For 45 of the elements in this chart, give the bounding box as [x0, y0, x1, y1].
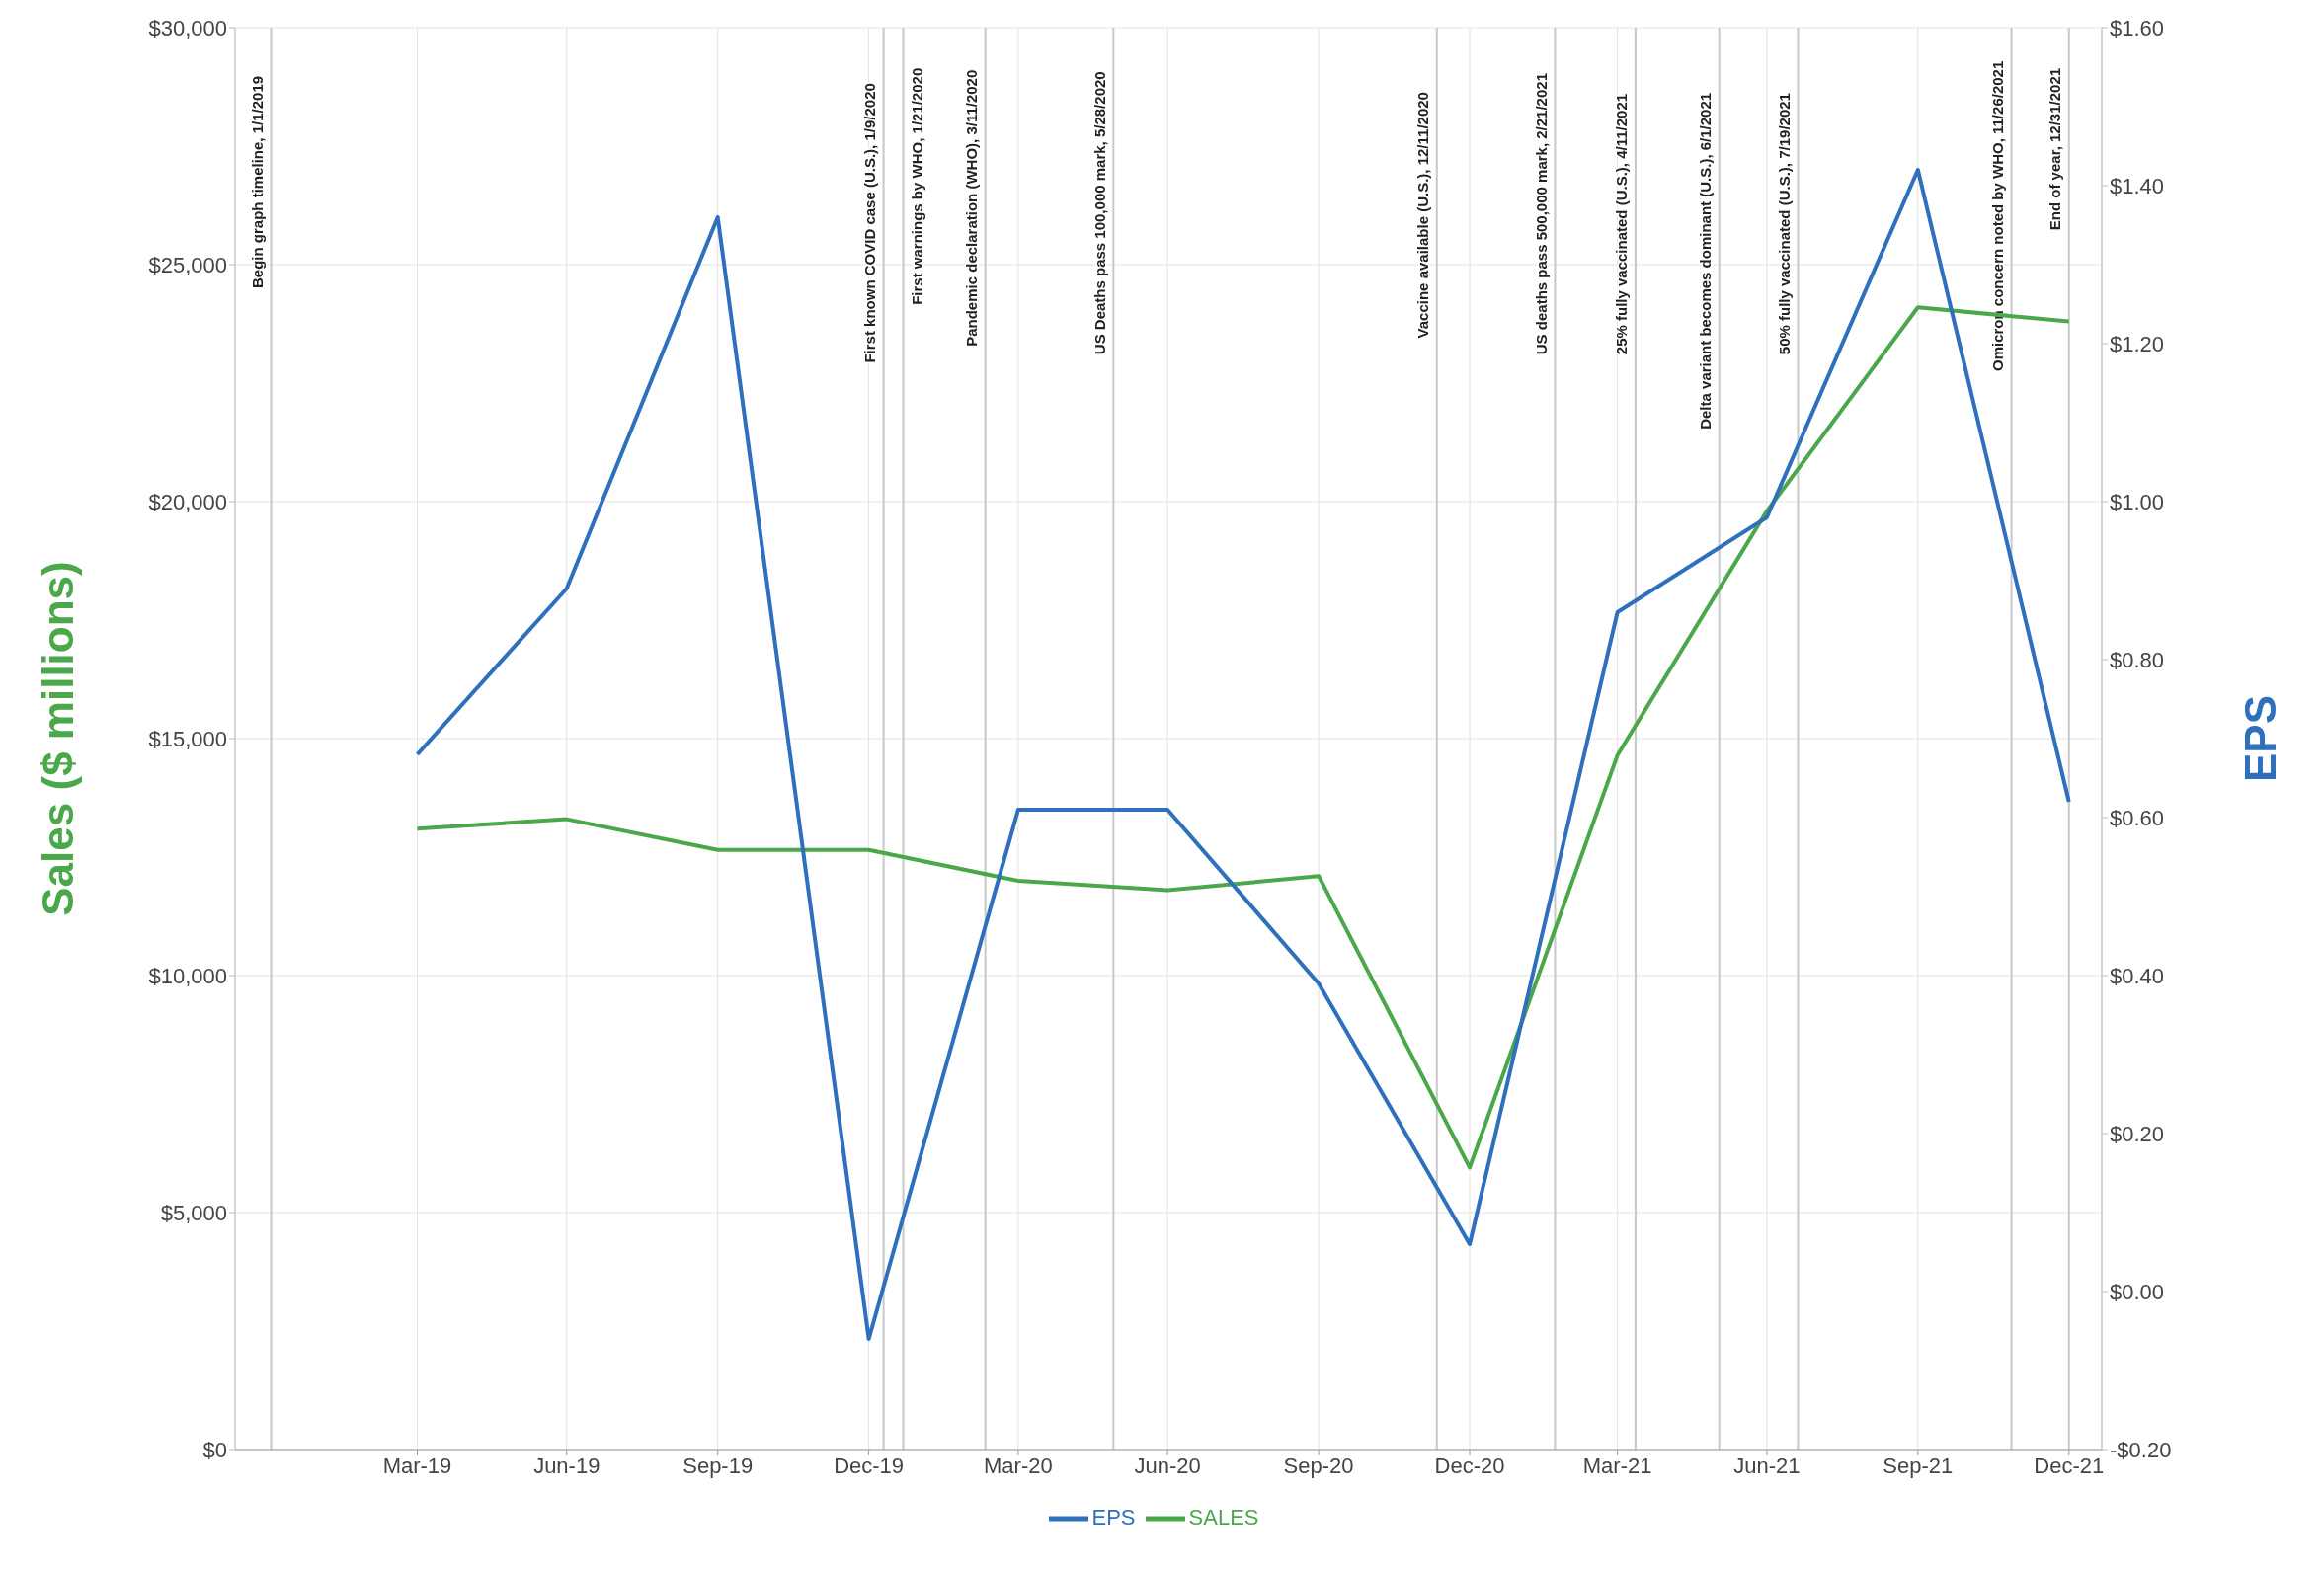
ref-line-label: US Deaths pass 100,000 mark, 5/28/2020 [1090, 71, 1108, 355]
ref-line-label: First warnings by WHO, 1/21/2020 [909, 67, 926, 305]
ref-line-label: Pandemic declaration (WHO), 3/11/2020 [963, 69, 981, 347]
y-tick-label: $10,000 [148, 963, 227, 988]
ref-line-label: US deaths pass 500,000 mark, 2/21/2021 [1532, 73, 1550, 355]
legend-label: SALES [1188, 1504, 1259, 1530]
x-tick-label: Dec-20 [1434, 1452, 1505, 1478]
y-axis-title: Sales ($ millions) [33, 561, 82, 916]
x-tick-label: Jun-21 [1733, 1452, 1801, 1478]
y2-axis-title: EPS [2235, 694, 2284, 783]
y-tick-label: $25,000 [148, 252, 227, 277]
y2-tick-label: -$0.20 [2110, 1437, 2172, 1462]
y-tick-label: $15,000 [148, 726, 227, 751]
y2-tick-label: $1.20 [2110, 331, 2165, 356]
x-tick-label: Sep-20 [1283, 1452, 1354, 1478]
y2-tick-label: $0.80 [2110, 647, 2165, 672]
legend-label: EPS [1091, 1504, 1136, 1530]
x-tick-label: Sep-19 [682, 1452, 754, 1478]
x-tick-label: Jun-19 [533, 1452, 601, 1478]
ref-line-label: Delta variant becomes dominant (U.S.), 6/1/2021 [1697, 92, 1715, 430]
ref-line-label: End of year, 12/31/2021 [2046, 67, 2064, 231]
y-tick-label: $20,000 [148, 489, 227, 514]
y2-tick-label: $1.40 [2110, 173, 2165, 198]
y2-tick-label: $0.40 [2110, 963, 2165, 988]
y2-tick-label: $1.00 [2110, 489, 2165, 514]
x-tick-label: Dec-21 [2034, 1452, 2105, 1478]
ref-line-label: First known COVID case (U.S.), 1/9/2020 [861, 83, 879, 363]
x-tick-label: Mar-20 [984, 1452, 1053, 1478]
ref-line-label: Vaccine available (U.S.), 12/11/2020 [1414, 92, 1432, 339]
y-tick-label: $5,000 [160, 1200, 227, 1225]
ref-line-label: Begin graph timeline, 1/1/2019 [249, 75, 267, 288]
y2-tick-label: $0.60 [2110, 805, 2165, 830]
y-tick-label: $0 [202, 1437, 227, 1462]
x-tick-label: Mar-21 [1582, 1452, 1652, 1478]
ref-line-label: 50% fully vaccinated (U.S.), 7/19/2021 [1775, 93, 1793, 355]
x-tick-label: Jun-20 [1134, 1452, 1201, 1478]
x-tick-label: Mar-19 [382, 1452, 452, 1478]
ref-line-label: 25% fully vaccinated (U.S.), 4/11/2021 [1613, 93, 1631, 355]
y2-tick-label: $0.00 [2110, 1279, 2165, 1304]
x-tick-label: Dec-19 [834, 1452, 905, 1478]
x-tick-label: Sep-21 [1883, 1452, 1954, 1478]
y-tick-label: $30,000 [148, 15, 227, 40]
y2-tick-label: $0.20 [2110, 1121, 2165, 1146]
y2-tick-label: $1.60 [2110, 15, 2165, 40]
ref-line-label: Omicron concern noted by WHO, 11/26/2021 [1989, 60, 2007, 371]
